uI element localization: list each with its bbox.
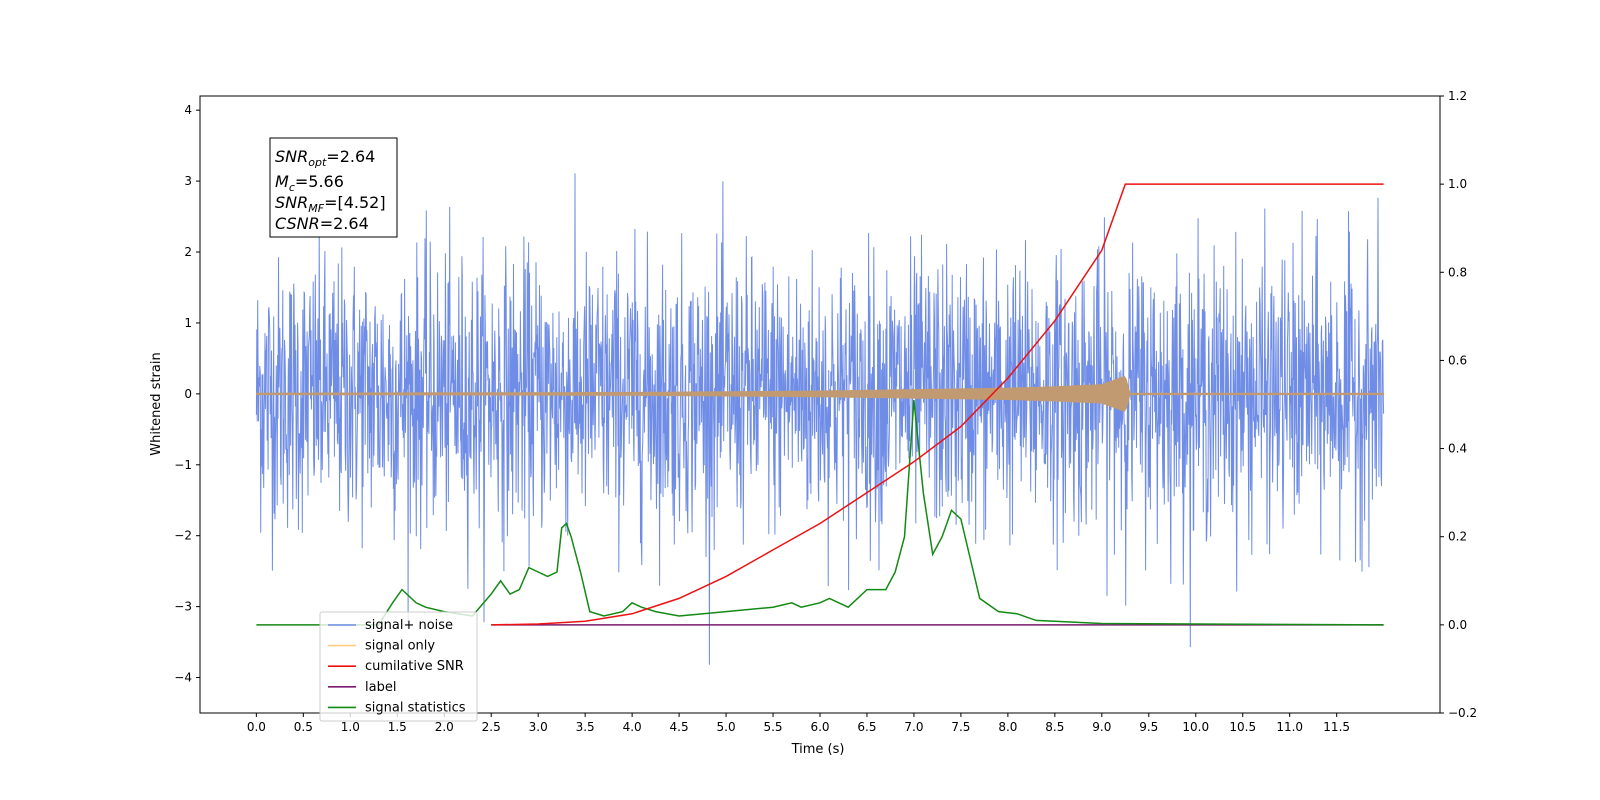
y-tick-label: 0 (184, 387, 192, 401)
legend: signal+ noise signal only cumilative SNR la… (319, 611, 478, 722)
y2-tick-label: 0.0 (1448, 618, 1467, 632)
y2-tick-label: 0.6 (1448, 353, 1467, 367)
legend-entry: cumilative SNR (365, 659, 464, 674)
legend-box (319, 611, 478, 722)
x-tick-label: 9.0 (1092, 720, 1111, 734)
svg-text:SNRMF=[4.52]: SNRMF=[4.52] (275, 193, 386, 215)
y2-tick-label: 1.0 (1448, 177, 1467, 191)
y2-tick-label: 1.2 (1448, 89, 1467, 103)
x-tick-label: 8.5 (1045, 720, 1064, 734)
annotation-csnr: =2.64 (320, 214, 369, 233)
x-axis-label: Time (s) (791, 742, 845, 757)
x-tick-label: 6.5 (857, 720, 876, 734)
annotation-mc: =5.66 (295, 172, 344, 191)
legend-entry: signal only (365, 639, 435, 654)
x-tick-label: 7.0 (904, 720, 923, 734)
x-tick-label: 9.5 (1139, 720, 1158, 734)
annotation-snr-mf: =[4.52] (324, 193, 386, 212)
series-signal-only (255, 375, 1385, 412)
y2-tick-label: 0.8 (1448, 265, 1467, 279)
y-tick-label: 1 (184, 316, 192, 330)
y-tick-label: 3 (184, 174, 192, 188)
x-tick-label: 6.0 (810, 720, 829, 734)
y-tick-label: 4 (184, 103, 192, 117)
y2-tick-label: 0.4 (1448, 442, 1467, 456)
legend-entry: label (365, 680, 396, 695)
y-axis-label: Whitened strain (149, 352, 164, 455)
series-cumulative-snr (491, 183, 1384, 626)
svg-text:CSNR=2.64: CSNR=2.64 (275, 214, 369, 233)
x-tick-label: 8.0 (998, 720, 1017, 734)
x-tick-label: 10.0 (1182, 720, 1209, 734)
x-tick-label: 2.0 (435, 720, 454, 734)
x-tick-label: 1.5 (388, 720, 407, 734)
y-tick-label: −4 (174, 671, 192, 685)
svg-text:SNRopt=2.64: SNRopt=2.64 (275, 147, 375, 169)
svg-text:Mc=5.66: Mc=5.66 (275, 172, 344, 194)
x-tick-label: 10.5 (1229, 720, 1256, 734)
x-tick-label: 0.0 (247, 720, 266, 734)
x-tick-label: 7.5 (951, 720, 970, 734)
x-axis: 0.0 0.5 1.0 1.5 2.0 2.5 3.0 3.5 4.0 4.5 5.0 5.5 6.0 6… (247, 713, 1350, 734)
x-tick-label: 5.0 (717, 720, 736, 734)
x-tick-label: 4.0 (623, 720, 642, 734)
y-axis-left: 4 3 2 1 0 −1 −2 −3 −4 (174, 103, 200, 685)
y2-tick-label: 0.2 (1448, 530, 1467, 544)
y-tick-label: −2 (174, 529, 192, 543)
x-tick-label: 4.5 (670, 720, 689, 734)
x-tick-label: 3.0 (529, 720, 548, 734)
series-signal-statistics (256, 400, 1384, 626)
x-tick-label: 11.5 (1323, 720, 1350, 734)
x-tick-label: 1.0 (341, 720, 360, 734)
y-tick-label: −3 (174, 600, 192, 614)
annotation-box: SNRopt=2.64 Mc=5.66 SNRMF=[4.52] CSNR=2.… (269, 137, 398, 238)
x-tick-label: 0.5 (294, 720, 313, 734)
x-tick-label: 2.5 (482, 720, 501, 734)
y-tick-label: −1 (174, 458, 192, 472)
x-tick-label: 11.0 (1276, 720, 1303, 734)
x-tick-label: 3.5 (576, 720, 595, 734)
x-tick-label: 5.5 (763, 720, 782, 734)
annotation-snr-opt: =2.64 (326, 147, 375, 166)
y-tick-label: 2 (184, 245, 192, 259)
series-signal-noise (255, 173, 1385, 665)
legend-entry: signal+ noise (365, 618, 453, 633)
y2-tick-label: −0.2 (1448, 706, 1477, 720)
legend-entry: signal statistics (365, 700, 466, 715)
y-axis-right: 1.2 1.0 0.8 0.6 0.4 0.2 0.0 −0.2 (1440, 89, 1477, 720)
